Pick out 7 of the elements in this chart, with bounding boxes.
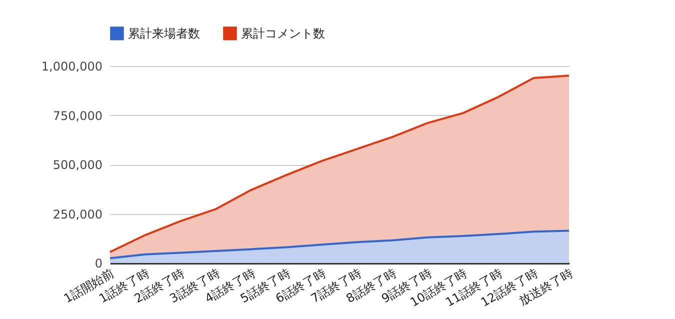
y-tick-label: 750,000: [52, 108, 102, 123]
y-tick-label: 0: [94, 256, 102, 270]
y-tick-label: 250,000: [52, 207, 102, 222]
y-tick-label: 1,000,000: [41, 60, 102, 74]
legend-label: 累計コメント数: [241, 26, 325, 40]
legend-label: 累計来場者数: [128, 26, 200, 40]
y-tick-label: 500,000: [52, 158, 102, 172]
